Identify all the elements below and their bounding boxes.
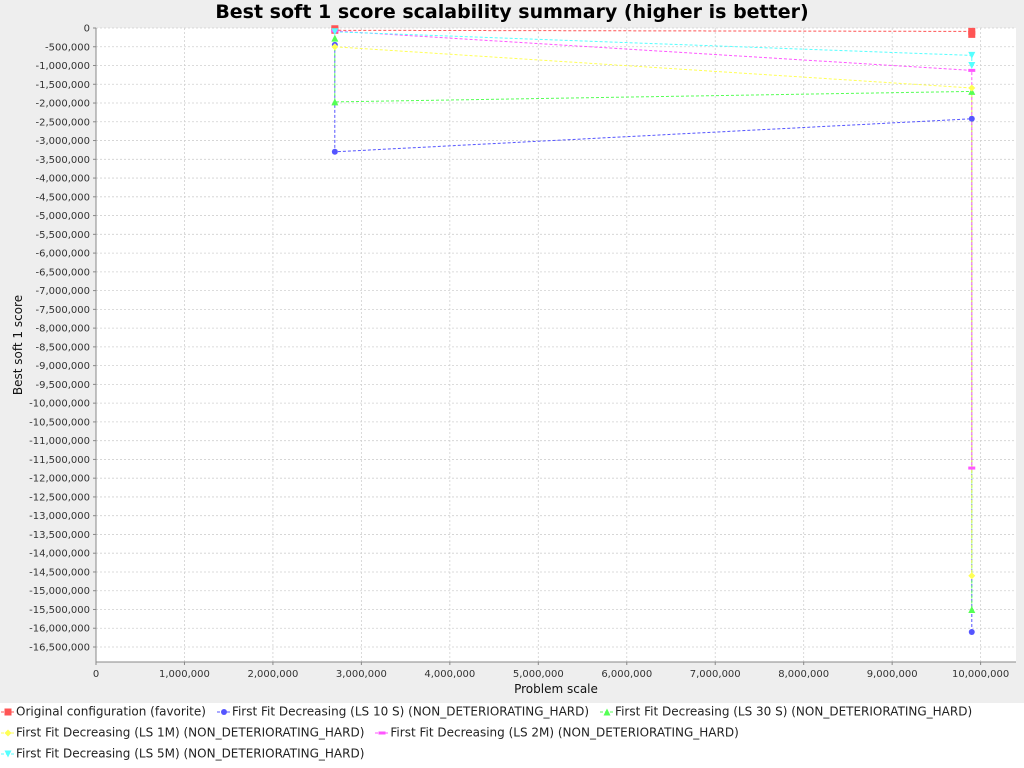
y-tick-label: -7,500,000 (35, 305, 90, 316)
y-tick-label: -11,000,000 (29, 436, 90, 447)
x-tick-label: 7,000,000 (690, 669, 741, 680)
y-tick-label: -5,000,000 (35, 211, 90, 222)
data-markers (331, 25, 976, 635)
legend-marker (4, 729, 12, 737)
plot-area (96, 28, 1016, 662)
y-tick-label: -2,500,000 (35, 117, 90, 128)
legend-swatch-ls30s (600, 708, 615, 716)
legend-swatch-original (1, 708, 15, 716)
data-point-3 (968, 572, 976, 580)
y-tick-label: -16,000,000 (29, 624, 90, 635)
y-tick-label: -5,500,000 (35, 230, 90, 241)
y-tick-label: 0 (84, 24, 90, 35)
legend-item-ls5m[interactable]: First Fit Decreasing (LS 5M) (NON_DETERI… (0, 746, 364, 761)
legend-label: First Fit Decreasing (LS 1M) (NON_DETERI… (16, 725, 365, 740)
legend-item-original[interactable]: Original configuration (favorite) (0, 704, 206, 719)
y-tick-label: -11,500,000 (29, 455, 90, 466)
data-point-1 (968, 115, 975, 122)
data-point-5 (968, 62, 976, 70)
y-tick-label: -6,500,000 (35, 267, 90, 278)
y-tick-label: -10,000,000 (29, 399, 90, 410)
x-tick-label: 6,000,000 (601, 669, 652, 680)
y-tick-label: -13,500,000 (29, 530, 90, 541)
data-point-1 (968, 628, 975, 635)
y-tick-label: -16,500,000 (29, 642, 90, 653)
y-tick-label: -13,000,000 (29, 511, 90, 522)
x-tick-label: 4,000,000 (424, 669, 475, 680)
y-tick-label: -4,000,000 (35, 174, 90, 185)
y-tick-label: -8,500,000 (35, 342, 90, 353)
x-axis-label: Problem scale (514, 682, 598, 696)
legend-label: First Fit Decreasing (LS 10 S) (NON_DETE… (231, 704, 590, 719)
y-tick-label: -12,000,000 (29, 474, 90, 485)
y-tick-label: -1,000,000 (35, 61, 90, 72)
legend-swatch-ls1m (1, 729, 15, 737)
y-tick-label: -6,000,000 (35, 249, 90, 260)
y-tick-label: -14,000,000 (29, 549, 90, 560)
y-tick-label: -9,000,000 (35, 361, 90, 372)
legend-item-ls30s[interactable]: First Fit Decreasing (LS 30 S) (NON_DETE… (599, 704, 972, 719)
legend-marker (603, 708, 611, 716)
legend-item-ls10s[interactable]: First Fit Decreasing (LS 10 S) (NON_DETE… (216, 704, 589, 719)
y-tick-label: -9,500,000 (35, 380, 90, 391)
data-point-5 (968, 51, 976, 59)
legend-marker (378, 731, 386, 735)
legend-label: First Fit Decreasing (LS 5M) (NON_DETERI… (16, 746, 365, 761)
data-point-0 (968, 30, 976, 38)
data-point-2 (331, 98, 339, 106)
legend-item-ls1m[interactable]: First Fit Decreasing (LS 1M) (NON_DETERI… (0, 725, 364, 740)
x-tick-label: 8,000,000 (778, 669, 829, 680)
chart-title: Best soft 1 score scalability summary (h… (215, 1, 809, 23)
y-tick-label: -14,500,000 (29, 567, 90, 578)
y-tick-label: -3,000,000 (35, 136, 90, 147)
x-tick-label: 9,000,000 (867, 669, 918, 680)
x-tick-label: 0 (93, 669, 99, 680)
y-tick-label: -15,500,000 (29, 605, 90, 616)
y-tick-label: -1,500,000 (35, 80, 90, 91)
data-point-4 (968, 68, 976, 72)
x-tick-label: 2,000,000 (247, 669, 298, 680)
data-point-5 (331, 28, 339, 36)
legend-marker (220, 708, 227, 715)
data-point-2 (968, 605, 976, 613)
legend-label: Original configuration (favorite) (16, 704, 206, 719)
legend-swatch-ls5m (1, 750, 15, 758)
legend-marker (4, 750, 12, 758)
x-tick-label: 1,000,000 (159, 669, 210, 680)
y-tick-label: -10,500,000 (29, 417, 90, 428)
legend: Original configuration (favorite) First F… (0, 703, 1024, 768)
y-tick-label: -500,000 (45, 42, 90, 53)
legend-label: First Fit Decreasing (LS 2M) (NON_DETERI… (390, 725, 739, 740)
legend-row: First Fit Decreasing (LS 1M) (NON_DETERI… (0, 725, 749, 745)
data-point-2 (331, 34, 339, 42)
legend-item-ls2m[interactable]: First Fit Decreasing (LS 2M) (NON_DETERI… (374, 725, 739, 740)
series-line-3 (334, 46, 973, 576)
legend-swatch-ls10s (216, 708, 231, 715)
data-point-1 (331, 148, 338, 155)
legend-row: First Fit Decreasing (LS 5M) (NON_DETERI… (0, 746, 374, 766)
x-tick-label: 10,000,000 (952, 669, 1009, 680)
y-tick-label: -3,500,000 (35, 155, 90, 166)
legend-row: Original configuration (favorite) First F… (0, 704, 982, 724)
legend-marker (4, 708, 12, 716)
y-tick-label: -2,000,000 (35, 99, 90, 110)
x-tick-label: 3,000,000 (336, 669, 387, 680)
series-line-2 (334, 38, 973, 610)
data-point-3 (968, 84, 976, 92)
y-axis-label: Best soft 1 score (11, 295, 25, 395)
y-tick-label: -8,000,000 (35, 324, 90, 335)
grid-lines (95, 27, 1016, 662)
x-tick-label: 5,000,000 (513, 669, 564, 680)
legend-swatch-ls2m (375, 731, 390, 735)
series-line-4 (334, 30, 973, 468)
data-point-3 (331, 43, 339, 51)
chart-plot: 0 -500,000 -1,000,000 -1,500,000 -2,000,000 -… (11, 24, 1016, 696)
y-tick-label: -7,000,000 (35, 286, 90, 297)
legend-label: First Fit Decreasing (LS 30 S) (NON_DETE… (615, 704, 973, 719)
axes: 0 -500,000 -1,000,000 -1,500,000 -2,000,000 -… (29, 24, 1016, 680)
y-tick-label: -15,000,000 (29, 586, 90, 597)
y-tick-label: -4,500,000 (35, 192, 90, 203)
y-tick-label: -12,500,000 (29, 492, 90, 503)
data-point-4 (968, 466, 976, 470)
